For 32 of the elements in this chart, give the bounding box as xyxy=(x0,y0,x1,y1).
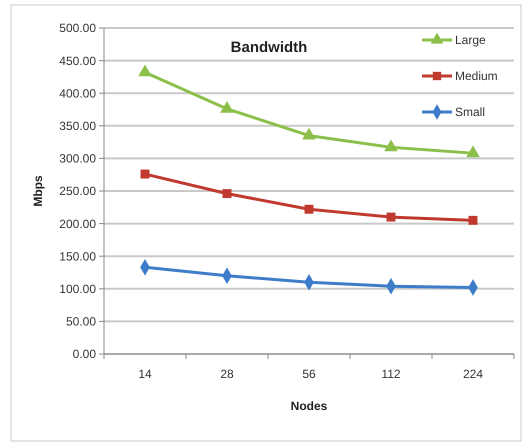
point xyxy=(386,212,396,222)
x-tick-label: 14 xyxy=(138,367,152,381)
point xyxy=(468,216,478,225)
y-tick-label: 400.00 xyxy=(59,86,96,100)
point xyxy=(220,101,234,113)
text: Bandwidth xyxy=(230,39,308,56)
point xyxy=(466,145,480,158)
y-tick-label: 500.00 xyxy=(59,21,96,36)
y-tick-label: 100.00 xyxy=(59,282,96,296)
point xyxy=(222,189,232,198)
y-tick-label: 200.00 xyxy=(59,216,96,231)
x-tick-label: 112 xyxy=(381,367,401,381)
y-tick-label: 450.00 xyxy=(59,54,96,68)
point xyxy=(384,139,398,152)
point xyxy=(302,128,316,140)
legend-label: Large xyxy=(455,33,486,48)
point xyxy=(138,64,152,76)
y-tick-label: 0.00 xyxy=(72,347,96,362)
y-tick-label: 350.00 xyxy=(59,119,96,133)
legend-label: Small xyxy=(455,105,486,120)
y-tick-label: 150.00 xyxy=(59,249,96,264)
x-tick-label: 224 xyxy=(462,367,484,381)
y-tick-label: 250.00 xyxy=(59,184,96,198)
x-tick-label: 56 xyxy=(302,367,316,381)
legend-label: Medium xyxy=(455,69,498,84)
y-tick-label: 300.00 xyxy=(59,152,96,166)
y-tick-label: 50.00 xyxy=(66,314,96,329)
x-tick-label: 28 xyxy=(220,367,234,381)
point xyxy=(304,204,314,214)
y-axis-title: Mbps xyxy=(31,175,45,207)
x-axis-title: Nodes xyxy=(290,399,328,413)
point xyxy=(140,170,150,179)
